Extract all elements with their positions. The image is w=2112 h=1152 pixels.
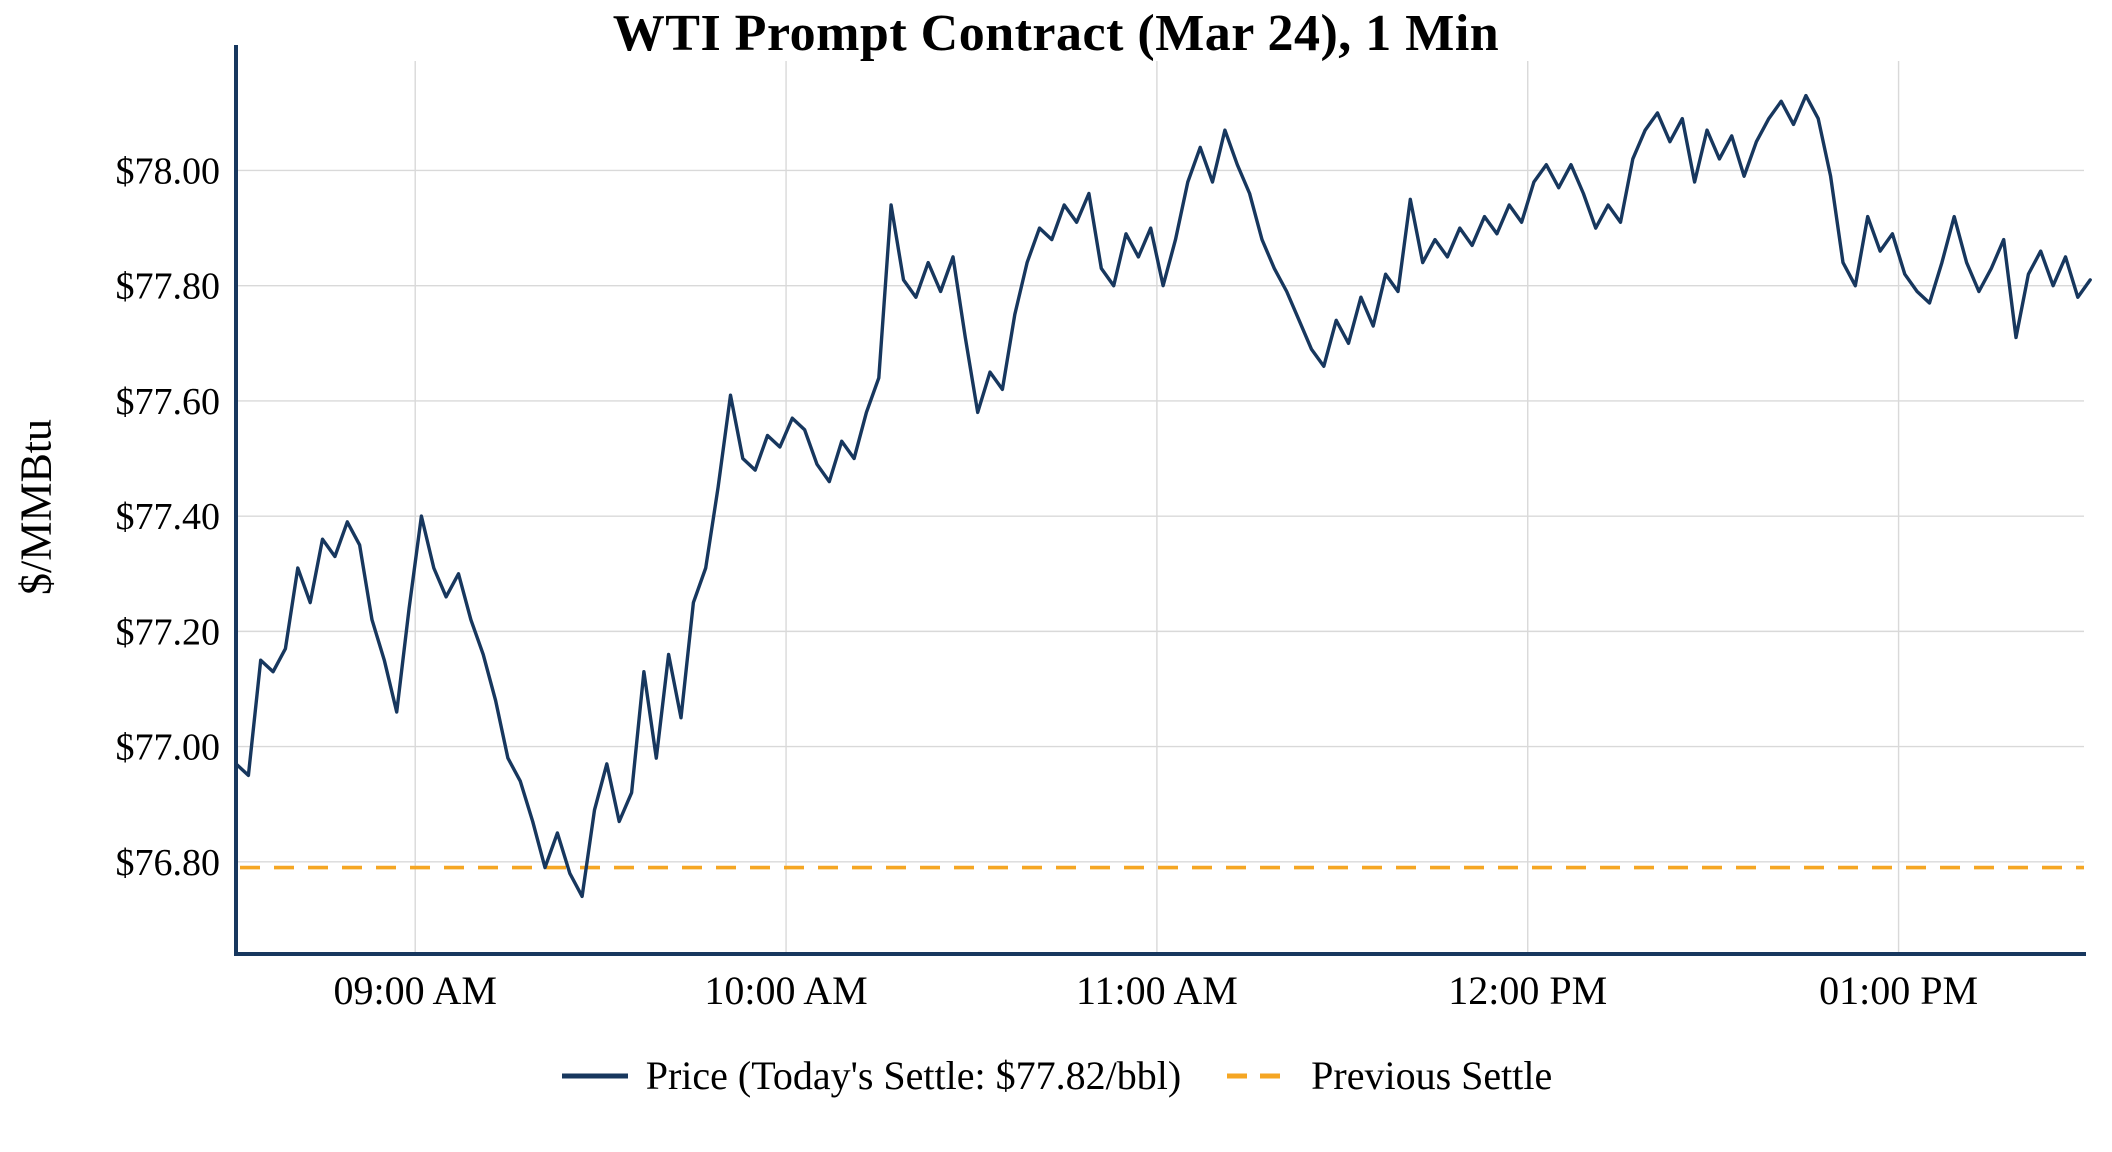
y-tick-label: $77.80 (116, 266, 221, 308)
y-tick-label: $77.00 (116, 727, 221, 769)
price-line-swatch-icon (561, 1073, 628, 1078)
x-tick-label: 12:00 PM (1448, 968, 1607, 1013)
x-tick-label: 10:00 AM (704, 968, 867, 1013)
legend-prev-settle-label: Previous Settle (1311, 1053, 1553, 1098)
y-tick-label: $77.60 (116, 381, 221, 423)
y-tick-label: $78.00 (116, 150, 221, 192)
y-tick-label: $76.80 (116, 842, 221, 884)
legend: Price (Today's Settle: $77.82/bbl) Previ… (0, 1052, 2112, 1099)
chart-title: WTI Prompt Contract (Mar 24), 1 Min (612, 5, 1500, 62)
y-tick-label: $77.20 (116, 611, 221, 653)
x-tick-label: 11:00 AM (1076, 968, 1238, 1013)
previous-settle-swatch-icon (1227, 1073, 1294, 1078)
y-tick-label: $77.40 (116, 496, 221, 538)
price-line (234, 93, 2092, 899)
legend-price-label: Price (Today's Settle: $77.82/bbl) (645, 1053, 1182, 1098)
x-tick-label: 01:00 PM (1819, 968, 1978, 1013)
x-tick-label: 09:00 AM (334, 968, 497, 1013)
